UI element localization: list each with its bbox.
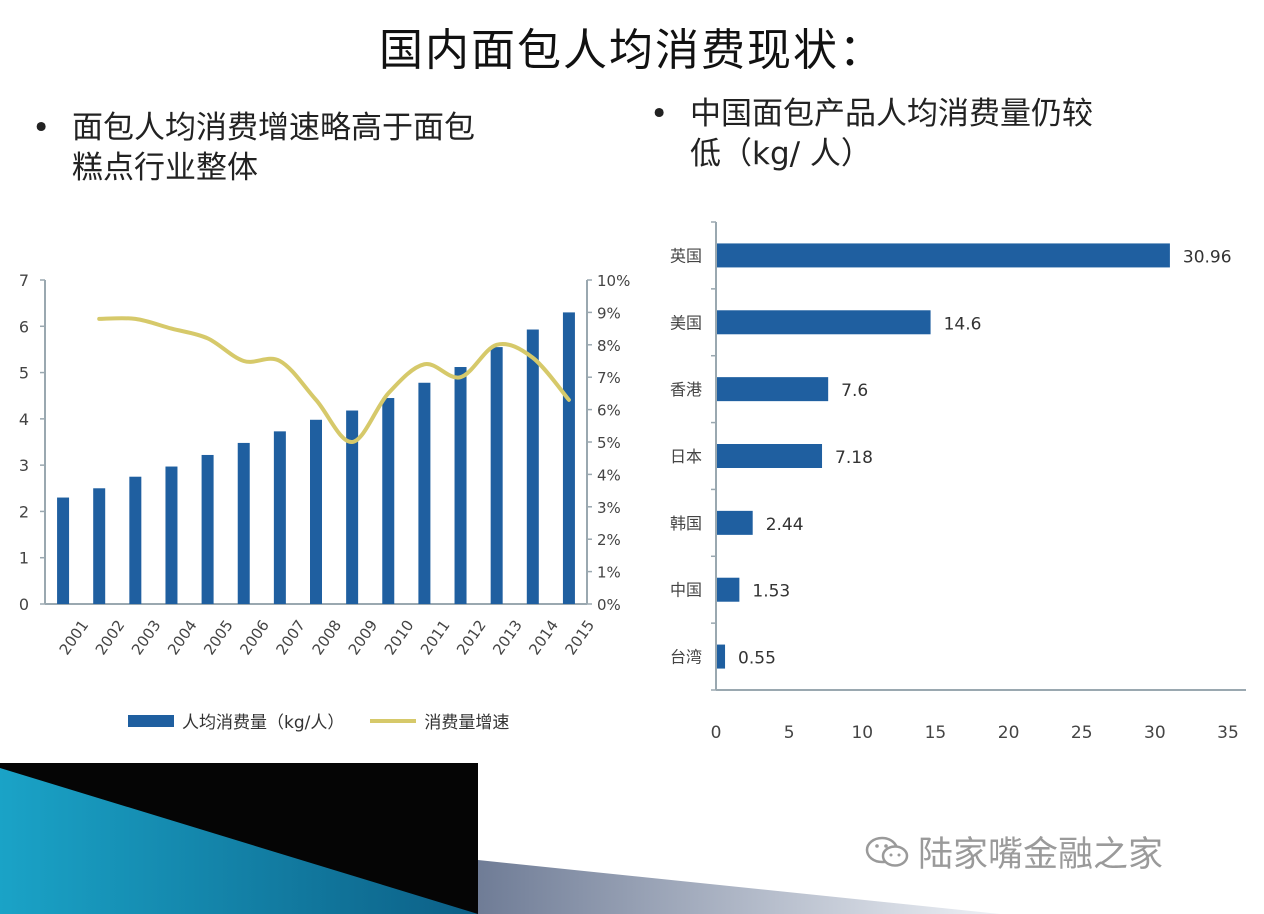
bar-中国 (717, 577, 740, 602)
right-y-tick-label: 8% (597, 337, 621, 355)
country-comparison-chart: 0 5 10 15 20 25 30 35 30.96 英国 14.6 美国 7.6 香港 7.18 日本 2.… (670, 221, 1246, 743)
x-tick-label: 25 (1071, 723, 1093, 743)
bar-2015 (562, 312, 575, 604)
bar-2010 (382, 398, 395, 604)
bar-2014 (526, 329, 539, 604)
bar-2007 (273, 431, 286, 604)
watermark-text: 陆家嘴金融之家 (918, 835, 1164, 875)
value-label: 7.18 (835, 448, 873, 468)
bar-2006 (237, 442, 250, 604)
wechat-icon (865, 836, 909, 867)
bullet-right-line1: 中国面包产品人均消费量仍较 (690, 96, 1093, 132)
legend-bar-swatch (128, 714, 174, 727)
bar-韩国 (717, 510, 753, 535)
bar-2004 (165, 466, 178, 604)
value-label: 2.44 (766, 515, 804, 535)
x-tick-label: 5 (784, 723, 795, 743)
decorative-black-panel (0, 763, 478, 914)
bullet-right: • 中国面包产品人均消费量仍较 低（kg/ 人） (650, 94, 1210, 174)
bar-2003 (129, 476, 142, 604)
legend-line-label: 消费量增速 (424, 713, 510, 733)
bar-2001 (57, 497, 70, 604)
bar-2005 (201, 454, 214, 604)
left-y-tick-label: 4 (19, 410, 29, 429)
legend-line-swatch (370, 718, 417, 723)
value-label: 14.6 (944, 314, 982, 334)
value-label: 0.55 (738, 649, 776, 669)
watermark: 陆家嘴金融之家 (864, 826, 1163, 877)
bar-2011 (418, 382, 431, 604)
category-label: 日本 (670, 447, 702, 466)
x-tick-label: 35 (1217, 723, 1239, 743)
category-label: 香港 (670, 380, 702, 399)
left-y-tick-label: 1 (19, 549, 29, 568)
category-label: 美国 (670, 313, 702, 332)
bar-香港 (717, 377, 829, 402)
bullet-right-line2: 低（kg/ 人） (690, 136, 872, 172)
left-y-tick-label: 7 (19, 271, 29, 290)
category-label: 中国 (670, 581, 702, 600)
x-tick-label: 0 (711, 723, 722, 743)
right-y-tick-label: 0% (597, 596, 621, 614)
legend-bar-label: 人均消费量（kg/人） (182, 713, 345, 733)
right-y-tick-label: 10% (597, 272, 630, 290)
bar-2013 (490, 347, 503, 604)
bar-2008 (310, 419, 322, 604)
bar-台湾 (717, 644, 726, 669)
category-label: 韩国 (670, 514, 702, 533)
x-tick-label: 15 (925, 723, 947, 743)
right-y-tick-label: 3% (597, 499, 621, 517)
right-y-tick-label: 6% (597, 402, 621, 420)
bullet-left: • 面包人均消费增速略高于面包 糕点行业整体 (32, 108, 592, 188)
bullet-left-symbol: • (32, 110, 51, 146)
left-y-tick-label: 2 (19, 502, 29, 521)
x-tick-label: 10 (851, 723, 873, 743)
bar-2012 (454, 367, 467, 604)
right-y-tick-label: 9% (597, 304, 621, 322)
right-y-tick-label: 5% (597, 434, 621, 452)
left-y-tick-label: 6 (19, 317, 29, 336)
bullet-left-line2: 糕点行业整体 (72, 150, 258, 186)
bar-日本 (717, 444, 823, 468)
bar-英国 (717, 243, 1170, 268)
chart-legend: 人均消费量（kg/人） 消费量增速 (128, 708, 509, 733)
value-label: 7.6 (841, 381, 868, 401)
left-y-tick-label: 3 (19, 456, 29, 475)
value-label: 30.96 (1183, 247, 1232, 267)
left-y-tick-label: 5 (19, 364, 29, 383)
bullet-left-line1: 面包人均消费增速略高于面包 (72, 110, 475, 146)
bar-2009 (346, 410, 359, 604)
slide-title: 国内面包人均消费现状： (379, 25, 885, 76)
bullet-right-symbol: • (650, 96, 669, 132)
bar-美国 (717, 310, 931, 335)
category-label: 英国 (670, 246, 702, 265)
value-label: 1.53 (752, 582, 790, 602)
left-y-tick-label: 0 (19, 595, 29, 614)
growth-rate-line (97, 316, 571, 444)
x-tick-label: 30 (1144, 723, 1166, 743)
category-label: 台湾 (670, 648, 702, 667)
right-y-tick-label: 4% (597, 466, 621, 484)
x-tick-label: 20 (998, 723, 1020, 743)
right-y-tick-label: 1% (597, 564, 621, 582)
bar-2002 (93, 488, 106, 604)
right-y-tick-label: 7% (597, 369, 621, 387)
right-y-tick-label: 2% (597, 531, 621, 549)
